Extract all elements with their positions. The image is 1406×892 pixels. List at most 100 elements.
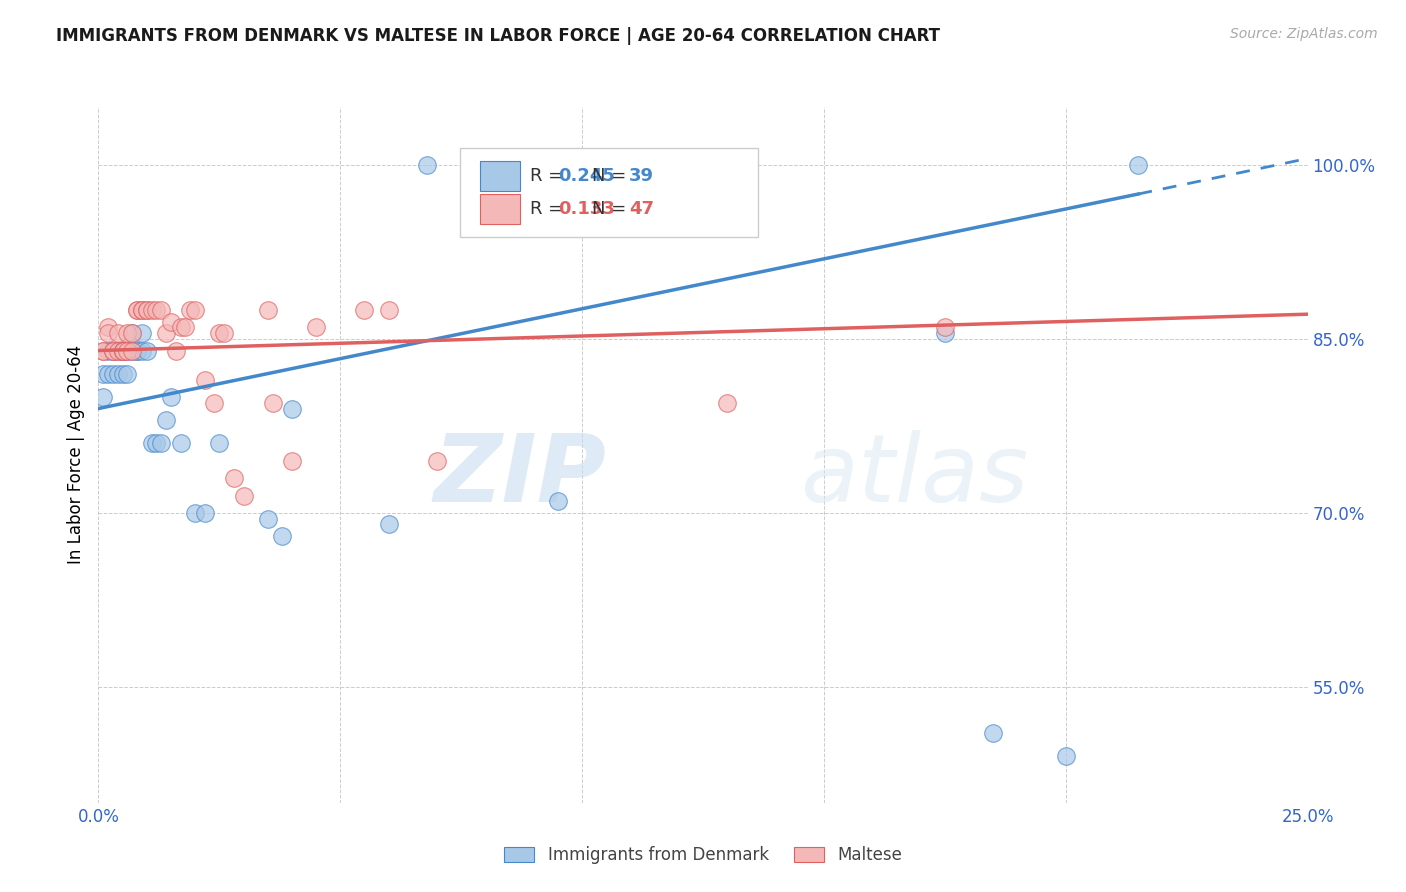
Point: [135, 303, 157, 318]
Point: [111, 343, 134, 358]
Point: [135, 303, 157, 318]
Point: [155, 413, 177, 427]
Point: [91, 367, 114, 381]
Point: [716, 396, 738, 410]
Point: [271, 529, 294, 543]
Point: [353, 303, 375, 318]
Point: [117, 343, 139, 358]
Point: [107, 367, 129, 381]
Point: [91, 343, 114, 358]
Point: [262, 396, 284, 410]
Point: [127, 303, 149, 318]
Point: [91, 343, 114, 358]
Point: [377, 517, 399, 532]
Point: [184, 506, 207, 520]
Point: [416, 158, 439, 172]
Point: [377, 303, 399, 318]
Text: Source: ZipAtlas.com: Source: ZipAtlas.com: [1230, 27, 1378, 41]
Point: [160, 315, 183, 329]
Point: [150, 436, 173, 450]
Point: [145, 436, 167, 450]
Point: [179, 303, 201, 318]
Text: 39: 39: [628, 167, 654, 185]
Point: [141, 436, 163, 450]
Point: [184, 303, 207, 318]
Point: [121, 343, 143, 358]
Point: [101, 367, 124, 381]
Point: [160, 390, 183, 404]
Point: [934, 320, 956, 334]
Text: atlas: atlas: [800, 430, 1028, 521]
Point: [91, 390, 114, 404]
Legend: Immigrants from Denmark, Maltese: Immigrants from Denmark, Maltese: [494, 837, 912, 874]
Point: [111, 343, 134, 358]
Point: [212, 326, 235, 341]
Point: [232, 489, 254, 503]
Point: [204, 396, 226, 410]
Y-axis label: In Labor Force | Age 20-64: In Labor Force | Age 20-64: [66, 345, 84, 565]
Point: [127, 343, 149, 358]
Text: IMMIGRANTS FROM DENMARK VS MALTESE IN LABOR FORCE | AGE 20-64 CORRELATION CHART: IMMIGRANTS FROM DENMARK VS MALTESE IN LA…: [56, 27, 941, 45]
Point: [141, 303, 163, 318]
Point: [117, 326, 139, 341]
Point: [305, 320, 328, 334]
Point: [97, 320, 120, 334]
Point: [547, 494, 569, 508]
Point: [256, 303, 278, 318]
Point: [281, 401, 304, 416]
Text: 47: 47: [628, 200, 654, 218]
Point: [111, 367, 134, 381]
Point: [121, 326, 143, 341]
Point: [981, 726, 1004, 740]
Text: ZIP: ZIP: [433, 430, 606, 522]
Point: [1054, 749, 1077, 764]
Point: [1128, 158, 1150, 172]
Point: [121, 343, 143, 358]
Point: [131, 303, 153, 318]
Text: N =: N =: [592, 167, 633, 185]
Point: [111, 343, 134, 358]
Point: [97, 326, 120, 341]
Point: [107, 343, 129, 358]
Point: [97, 343, 120, 358]
Point: [934, 326, 956, 341]
Text: N =: N =: [592, 200, 633, 218]
Point: [131, 343, 153, 358]
Point: [107, 326, 129, 341]
Point: [107, 343, 129, 358]
Point: [169, 320, 191, 334]
Point: [131, 303, 153, 318]
Point: [208, 436, 231, 450]
Point: [127, 303, 149, 318]
Point: [127, 343, 149, 358]
Point: [111, 343, 134, 358]
Point: [426, 453, 449, 467]
Point: [194, 506, 217, 520]
Point: [169, 436, 191, 450]
Text: R =: R =: [530, 200, 569, 218]
Point: [165, 343, 187, 358]
Point: [131, 326, 153, 341]
Point: [145, 303, 167, 318]
Point: [121, 326, 143, 341]
Text: R =: R =: [530, 167, 569, 185]
Point: [111, 343, 134, 358]
Point: [150, 303, 173, 318]
Point: [155, 326, 177, 341]
Point: [117, 367, 139, 381]
Point: [97, 367, 120, 381]
Point: [101, 343, 124, 358]
Point: [101, 343, 124, 358]
Point: [222, 471, 245, 485]
Text: 0.133: 0.133: [558, 200, 614, 218]
Point: [281, 453, 304, 467]
Point: [135, 343, 157, 358]
Point: [101, 343, 124, 358]
Text: 0.245: 0.245: [558, 167, 614, 185]
Point: [117, 343, 139, 358]
Point: [208, 326, 231, 341]
Point: [111, 343, 134, 358]
Point: [256, 512, 278, 526]
Point: [174, 320, 197, 334]
Point: [194, 373, 217, 387]
